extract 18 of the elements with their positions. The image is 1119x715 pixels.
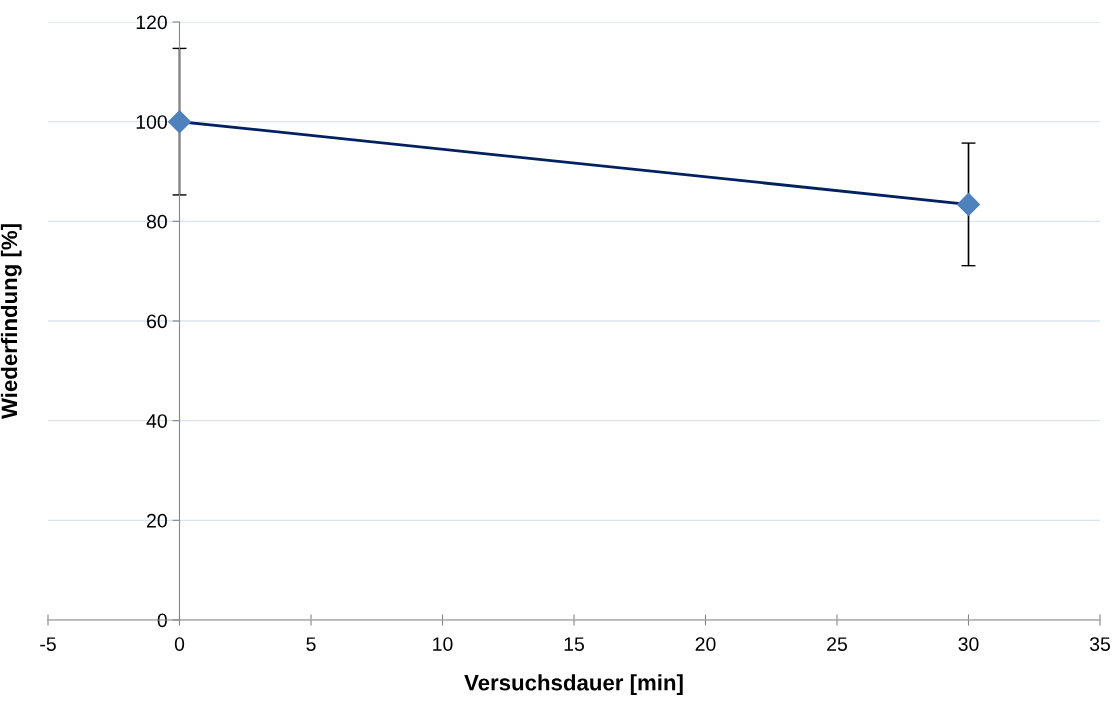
x-tick-label: 10 [433, 637, 453, 651]
x-tick-label: 35 [1089, 637, 1110, 651]
x-tick-label: 30 [958, 637, 979, 651]
x-tick-label: 5 [306, 637, 316, 651]
y-axis-title: Wiederfindung [%] [0, 224, 22, 420]
y-tick-label: 120 [136, 15, 167, 30]
x-tick-label: 15 [564, 637, 584, 651]
x-tick-label: 20 [695, 637, 716, 651]
x-tick-label: -5 [40, 637, 56, 651]
x-tick-label: 0 [174, 637, 185, 651]
y-tick-label: 40 [146, 414, 167, 428]
y-tick-label: 100 [136, 115, 167, 129]
x-axis-title: Versuchsdauer [min] [464, 674, 683, 695]
y-tick-label: 60 [147, 314, 167, 329]
y-tick-label: 20 [147, 513, 167, 528]
x-tick-label: 25 [827, 637, 847, 651]
y-tick-label: 80 [146, 214, 167, 229]
y-tick-label: 0 [157, 613, 167, 628]
